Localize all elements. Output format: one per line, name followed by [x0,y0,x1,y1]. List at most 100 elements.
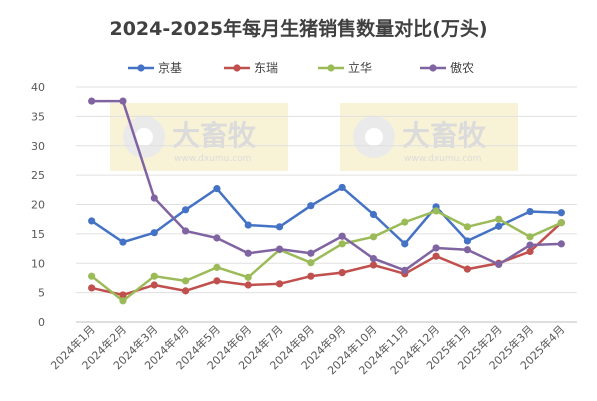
legend-label: 东瑞 [254,61,278,75]
data-point [275,223,284,231]
watermark-logo: 大畜牧 www.dxumu.com [340,103,518,171]
data-point [181,206,190,214]
data-point [88,217,96,225]
legend-item: 东瑞 [224,61,278,75]
legend-marker [137,64,145,72]
data-point [119,238,127,246]
data-point [307,249,315,257]
y-axis-ticks: 0 5 10 15 20 25 30 35 40 [31,81,45,329]
data-point [369,210,378,219]
data-point [557,219,565,227]
data-point [244,221,252,229]
watermark-brand: 大畜牧 [172,119,257,152]
series-立华 [88,207,565,305]
y-tick-label: 0 [38,316,45,329]
legend-label: 京基 [158,61,182,75]
data-point [213,263,221,271]
data-point [526,241,534,249]
data-point [432,252,440,260]
series-group [88,97,565,305]
data-point [119,291,127,299]
data-point [307,259,315,267]
legend-item: 立华 [318,60,372,75]
data-point [526,233,534,241]
watermark-url: www.dxumu.com [404,154,481,164]
data-point [463,265,472,273]
data-point [150,194,158,202]
data-point [119,297,127,305]
series-line [91,99,562,272]
data-point [463,223,472,231]
chart-title: 2024-2025年每月生猪销售数量对比(万头) [109,18,488,40]
y-tick-label: 40 [31,81,45,94]
data-point [181,287,190,295]
data-point [150,272,158,280]
data-point [495,215,503,223]
series-东瑞 [88,219,565,299]
data-point [244,273,252,281]
data-point [213,234,221,242]
data-point [213,185,221,193]
data-point [213,277,221,285]
grid-lines [76,86,577,323]
data-point [88,284,96,292]
legend: 京基 东瑞 立华 傲农 [128,60,474,75]
legend-marker [327,64,335,72]
data-point [338,240,346,248]
y-tick-label: 5 [38,287,45,300]
data-point [244,249,252,257]
data-point [526,207,534,216]
data-point [150,229,158,237]
data-point [557,240,565,248]
legend-marker [429,64,437,72]
series-京基 [88,183,565,248]
data-point [369,254,378,263]
data-point [244,281,252,289]
data-point [495,260,503,269]
watermark-circle-inner [135,128,153,146]
watermark-logo: 大畜牧 www.dxumu.com [110,103,288,171]
data-point [432,244,440,252]
y-tick-label: 35 [31,110,45,123]
data-point [307,272,315,280]
y-tick-label: 15 [31,228,45,241]
data-point [150,281,158,289]
data-point [526,247,534,256]
data-point [401,266,409,274]
series-傲农 [88,97,565,274]
legend-item: 京基 [128,61,182,75]
data-point [401,240,409,248]
series-line [91,221,563,297]
data-point [338,232,346,240]
data-point [275,280,284,288]
data-point [338,183,346,192]
watermarks: 大畜牧 www.dxumu.com 大畜牧 www.dxumu.com [110,103,518,171]
y-tick-label: 20 [31,199,45,212]
legend-item: 傲农 [420,60,474,75]
series-line [90,209,562,303]
data-point [401,218,409,226]
legend-label: 傲农 [450,60,474,75]
data-point [463,246,472,254]
data-point [307,202,315,210]
data-point [119,97,127,105]
data-point [275,245,284,253]
data-point [495,222,503,230]
watermark-brand: 大畜牧 [402,119,487,152]
data-point [557,209,565,217]
legend-label: 立华 [348,60,372,75]
y-tick-label: 10 [31,257,45,270]
data-point [181,277,190,285]
y-tick-label: 25 [31,169,45,182]
series-line [90,186,562,246]
x-axis-ticks: 2024年1月2024年2月2024年3月2024年4月2024年5月2024年… [48,322,568,377]
data-point [88,272,96,280]
watermark-circle-inner [365,128,383,146]
legend-marker [233,64,241,72]
y-tick-label: 30 [31,140,45,153]
data-point [463,237,472,245]
watermark-url: www.dxumu.com [174,154,251,164]
data-point [88,97,96,105]
data-point [338,269,346,277]
